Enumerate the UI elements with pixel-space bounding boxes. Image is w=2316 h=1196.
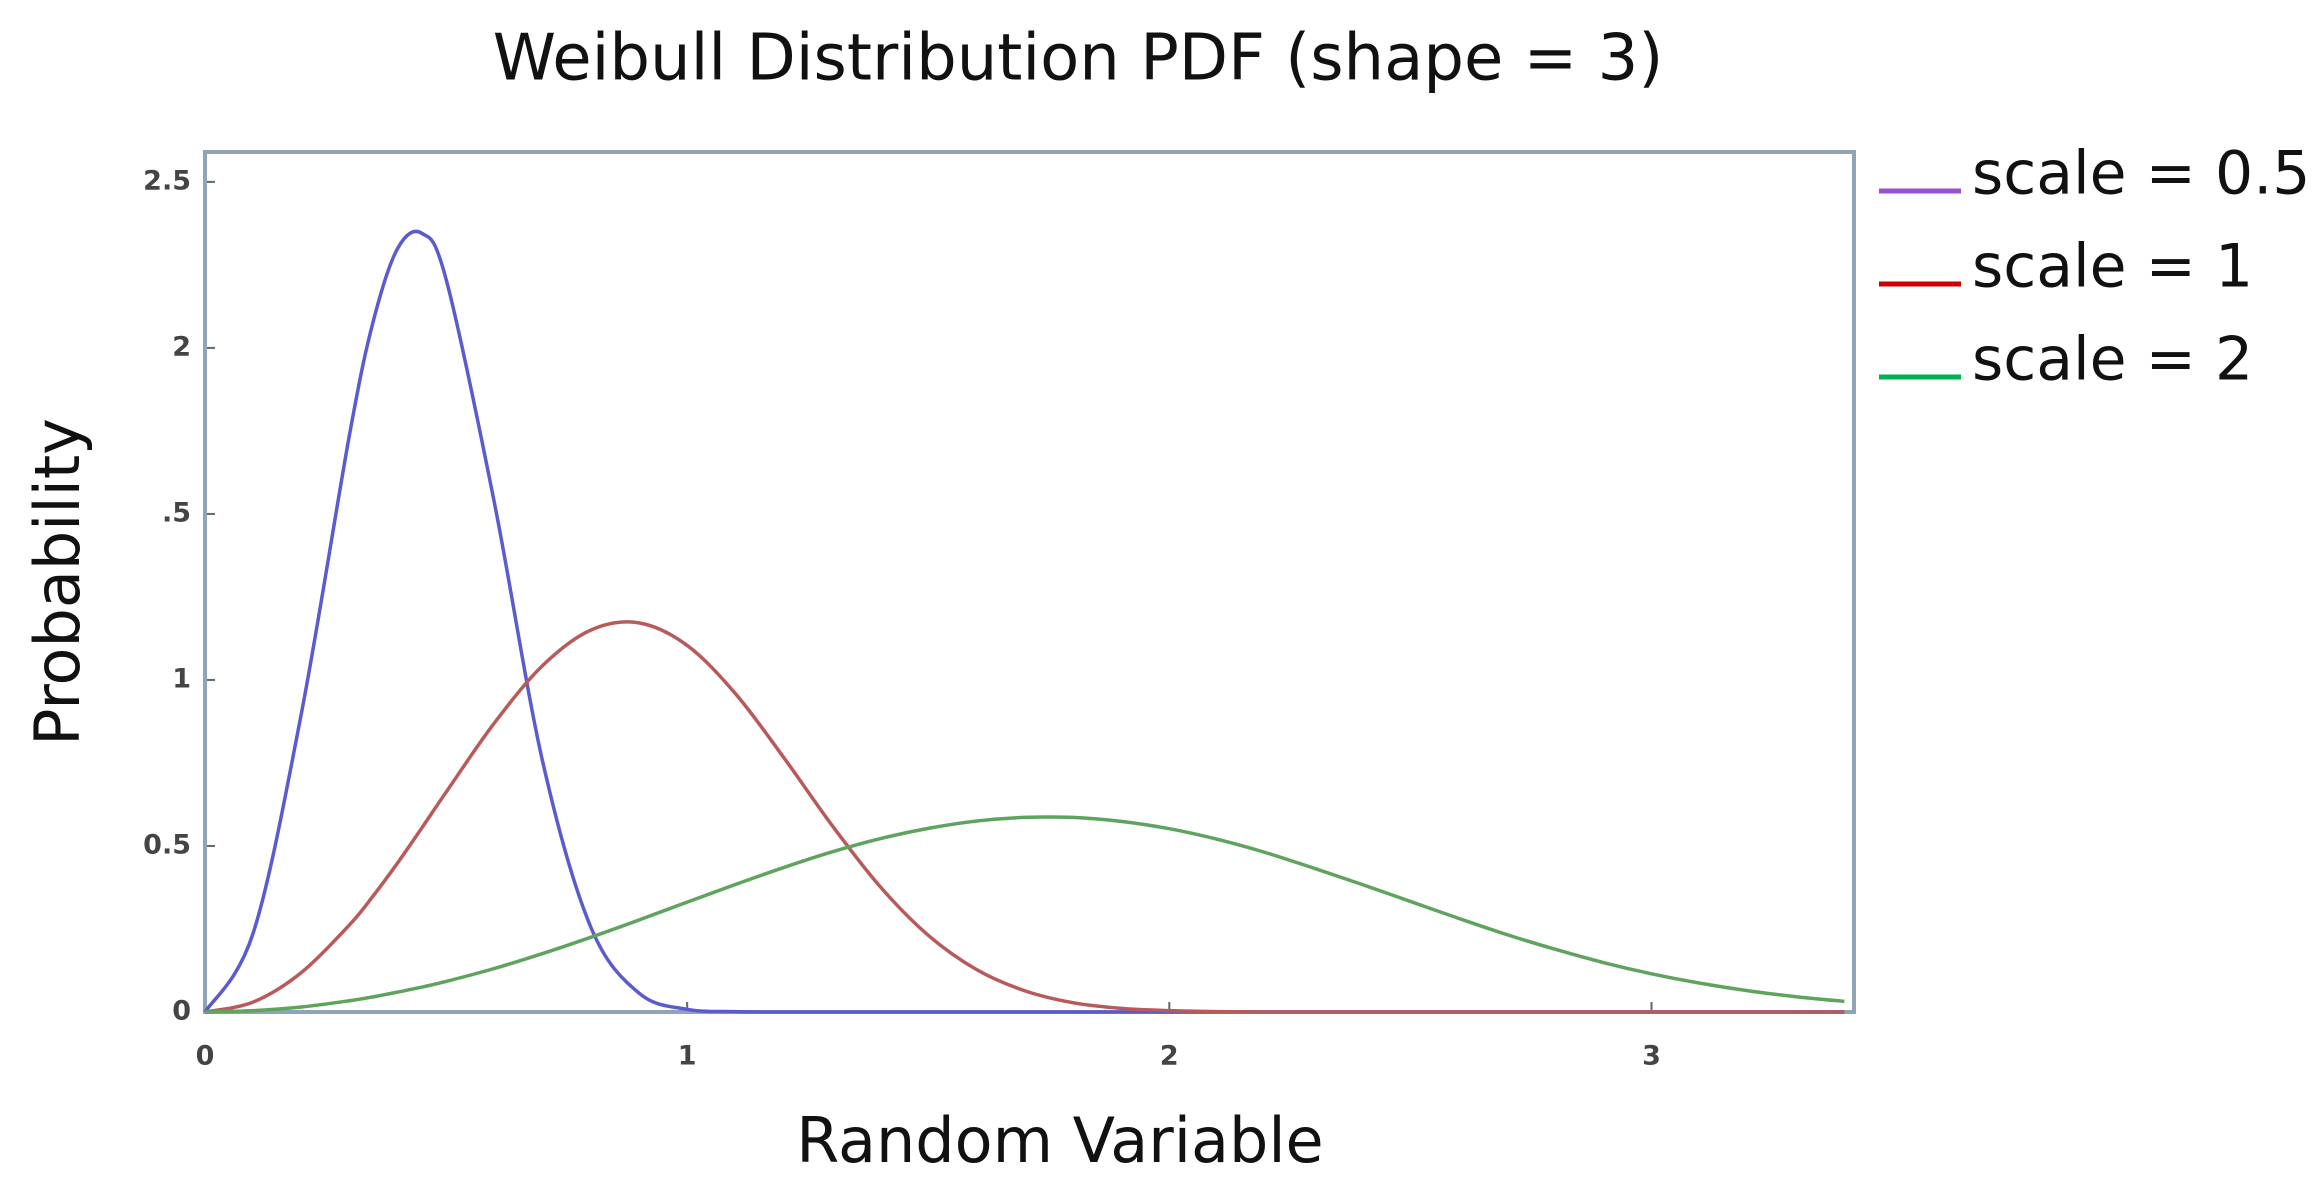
chart-title: Weibull Distribution PDF (shape = 3): [493, 22, 1664, 96]
series-line: [204, 815, 1845, 1014]
x-tick-label: 1: [678, 1041, 697, 1072]
series-line: [203, 229, 1845, 1014]
y-tick-label: 1: [172, 663, 191, 694]
legend-label: scale = 1: [1972, 232, 2253, 302]
x-tick-label: 2: [1160, 1041, 1179, 1072]
y-tick-label: 0: [172, 996, 191, 1027]
y-tick-label: 2: [172, 331, 191, 362]
x-tick-label: 0: [196, 1041, 215, 1072]
y-axis-label: Probability: [21, 418, 94, 746]
series-line: [204, 620, 1845, 1014]
legend-label: scale = 0.5: [1972, 139, 2310, 209]
y-tick-label: 2.5: [143, 165, 191, 196]
x-axis-label: Random Variable: [796, 1104, 1323, 1177]
x-tick-label: 3: [1642, 1041, 1661, 1072]
plot-frame: [203, 150, 1856, 1014]
legend-label: scale = 2: [1972, 325, 2253, 395]
y-tick-label: 0.5: [143, 829, 191, 860]
y-tick-label: .5: [162, 497, 191, 528]
